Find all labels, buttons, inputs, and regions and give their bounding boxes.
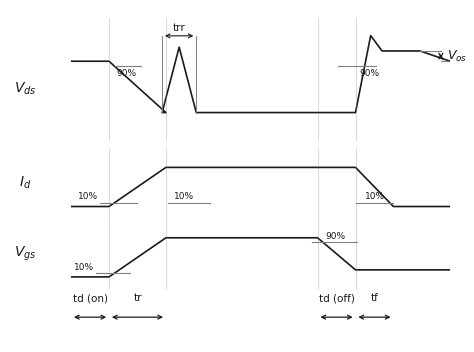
Text: td (on): td (on) [73, 293, 108, 303]
Text: 90%: 90% [359, 69, 379, 78]
Text: tf: tf [371, 293, 378, 303]
Text: tr: tr [133, 293, 142, 303]
Text: 10%: 10% [78, 193, 98, 201]
Text: $I_d$: $I_d$ [19, 175, 32, 191]
Text: $V_{ds}$: $V_{ds}$ [14, 81, 37, 97]
Text: 90%: 90% [325, 232, 345, 240]
Text: $V_{os}$: $V_{os}$ [447, 49, 467, 64]
Text: 10%: 10% [365, 193, 385, 201]
Text: 10%: 10% [173, 193, 193, 201]
Text: trr: trr [173, 23, 185, 33]
Text: $V_{gs}$: $V_{gs}$ [14, 244, 37, 263]
Text: 10%: 10% [74, 263, 94, 272]
Text: td (off): td (off) [319, 293, 355, 303]
Text: 90%: 90% [117, 69, 137, 78]
